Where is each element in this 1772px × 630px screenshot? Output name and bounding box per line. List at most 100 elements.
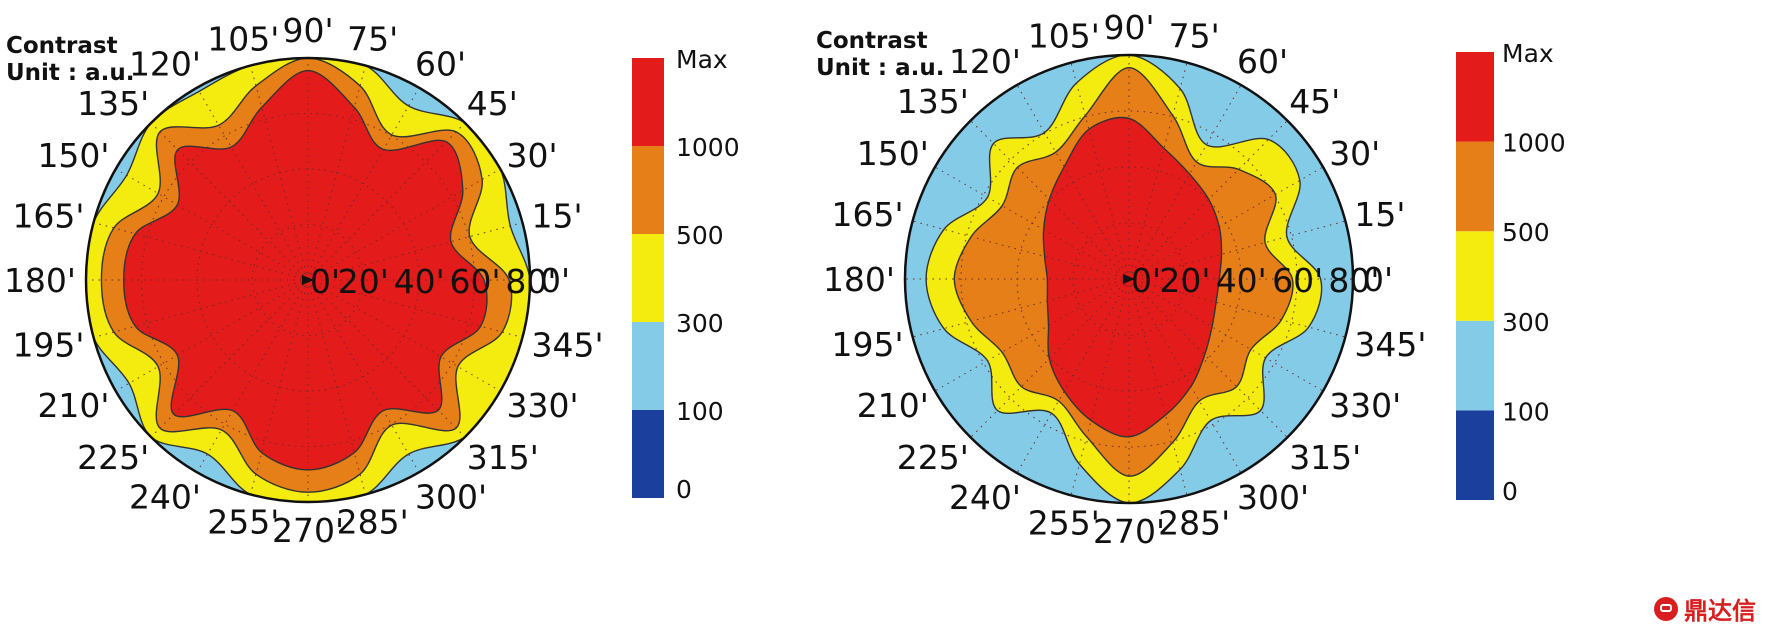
angle-tick-label: 225' bbox=[77, 438, 149, 477]
colorbar-segment bbox=[1456, 320, 1494, 411]
grid-ring bbox=[252, 224, 364, 336]
angle-tick-label: 165' bbox=[832, 195, 904, 234]
polar-grid bbox=[86, 58, 530, 502]
colorbar-label: 0 bbox=[676, 475, 692, 504]
angle-tick-label: 120' bbox=[949, 42, 1021, 81]
grid-spoke bbox=[307, 279, 523, 338]
angle-tick-label: 345' bbox=[532, 326, 604, 365]
angle-tick-label: 300' bbox=[415, 478, 487, 517]
angle-tick-label: 135' bbox=[897, 82, 969, 121]
watermark: 鼎达信 bbox=[1654, 591, 1756, 626]
colorbar-segment bbox=[632, 58, 664, 146]
radial-tick-label: 80' bbox=[1328, 261, 1379, 300]
colorbar-label: 500 bbox=[1502, 218, 1550, 247]
center-marker bbox=[1123, 274, 1135, 284]
radial-tick-label: 0' bbox=[310, 262, 340, 301]
angle-tick-label: 210' bbox=[857, 386, 929, 425]
angle-tick-label: 330' bbox=[507, 386, 579, 425]
angle-tick-label: 255' bbox=[1028, 503, 1100, 542]
angle-tick-label: 345' bbox=[1354, 325, 1426, 364]
colorbar-label: 0 bbox=[1502, 477, 1518, 506]
polar-contour-plot: 0'15'30'45'60'75'90'105'120'135'150'165'… bbox=[823, 8, 1566, 551]
grid-spoke bbox=[307, 279, 501, 392]
angle-tick-label: 0' bbox=[1363, 260, 1393, 299]
colorbar-label: 100 bbox=[676, 397, 724, 426]
radial-tick-label: 20' bbox=[338, 262, 389, 301]
watermark-text: 鼎达信 bbox=[1684, 597, 1756, 625]
center-marker bbox=[302, 275, 314, 285]
chart-panel-left: Contrast Unit : a.u. 0' 15' 30' 45' 60' 75' 90… bbox=[0, 0, 880, 630]
grid-spoke bbox=[1128, 120, 1288, 280]
angle-tick-label: 45' bbox=[1289, 82, 1340, 121]
grid-spoke bbox=[307, 222, 523, 281]
grid-spoke bbox=[150, 279, 309, 438]
colorbar-segment bbox=[632, 234, 664, 322]
angle-tick-label: 30' bbox=[507, 136, 558, 175]
angle-tick-label: 165' bbox=[12, 196, 84, 235]
angle-tick-label: 150' bbox=[37, 136, 109, 175]
colorbar-segment bbox=[632, 322, 664, 410]
colorbar-label: 1000 bbox=[1502, 129, 1566, 158]
radial-tick-label: 80' bbox=[505, 262, 556, 301]
radial-tick-label: 20' bbox=[1159, 261, 1210, 300]
chart-panel-right: Contrast Unit : a.u. 0' 15' 30' 45' 60' 75' 90… bbox=[816, 0, 1772, 630]
radial-tick-label: 60' bbox=[450, 262, 501, 301]
grid-spoke bbox=[307, 279, 420, 473]
chart-title: Contrast Unit : a.u. bbox=[816, 28, 945, 81]
grid-spoke bbox=[307, 122, 466, 281]
colorbar-segment bbox=[632, 146, 664, 234]
logo-icon bbox=[1654, 596, 1678, 621]
grid-spoke bbox=[1016, 278, 1130, 474]
angle-tick-label: 255' bbox=[207, 503, 279, 542]
angle-tick-label: 315' bbox=[1289, 438, 1361, 477]
angle-tick-label: 105' bbox=[207, 20, 279, 59]
colorbar: 0 100 300 500 1000 Max bbox=[632, 45, 740, 504]
grid-ring bbox=[1072, 222, 1186, 336]
grid-spoke bbox=[196, 279, 309, 473]
angle-tick-label: 150' bbox=[857, 134, 929, 173]
angle-tick-label: 0' bbox=[540, 261, 570, 300]
grid-spoke bbox=[970, 278, 1130, 438]
angle-tick-label: 180' bbox=[823, 260, 895, 299]
colorbar-label: 1000 bbox=[676, 133, 740, 162]
grid-spoke bbox=[307, 279, 366, 495]
angle-tick-label: 195' bbox=[832, 325, 904, 364]
polar-contour-plot: 0'15'30'45'60'75'90'105'120'135'150'165'… bbox=[4, 11, 740, 550]
angle-tick-label: 270' bbox=[1093, 512, 1165, 551]
radial-tick-label: 60' bbox=[1272, 261, 1323, 300]
colorbar-segment bbox=[1456, 231, 1494, 321]
grid-spoke bbox=[1128, 278, 1242, 474]
colorbar-label: 500 bbox=[676, 221, 724, 250]
angle-tick-label: 90' bbox=[282, 11, 333, 50]
angle-tick-label: 135' bbox=[77, 84, 149, 123]
grid-spoke bbox=[250, 65, 309, 281]
grid-spoke bbox=[1128, 84, 1242, 280]
grid-spoke bbox=[115, 168, 309, 281]
angle-tick-label: 75' bbox=[347, 20, 398, 59]
grid-spoke bbox=[307, 87, 420, 281]
radial-tick-label: 40' bbox=[394, 262, 445, 301]
grid-spoke bbox=[307, 279, 466, 438]
angle-tick-label: 90' bbox=[1103, 8, 1154, 47]
grid-spoke bbox=[307, 168, 501, 281]
grid-ring bbox=[960, 110, 1298, 448]
chart-title: Contrast Unit : a.u. bbox=[6, 33, 135, 86]
colorbar: 0 100 300 500 1000 Max bbox=[1456, 39, 1566, 506]
angle-tick-label: 210' bbox=[37, 386, 109, 425]
grid-ring bbox=[141, 113, 475, 447]
colorbar-label: 100 bbox=[1502, 397, 1550, 426]
colorbar-label: 300 bbox=[676, 309, 724, 338]
grid-spoke bbox=[1128, 278, 1288, 438]
angle-tick-label: 195' bbox=[12, 326, 84, 365]
angle-tick-label: 330' bbox=[1329, 386, 1401, 425]
angle-tick-label: 240' bbox=[129, 478, 201, 517]
angle-tick-label: 45' bbox=[467, 84, 518, 123]
angle-tick-label: 75' bbox=[1169, 17, 1220, 56]
colorbar-label: 300 bbox=[1502, 308, 1550, 337]
grid-spoke bbox=[150, 122, 309, 281]
angle-tick-label: 15' bbox=[532, 196, 583, 235]
colorbar-segment bbox=[1456, 141, 1494, 232]
grid-spoke bbox=[93, 279, 309, 338]
angle-tick-label: 180' bbox=[4, 261, 76, 300]
angle-tick-label: 285' bbox=[337, 503, 409, 542]
